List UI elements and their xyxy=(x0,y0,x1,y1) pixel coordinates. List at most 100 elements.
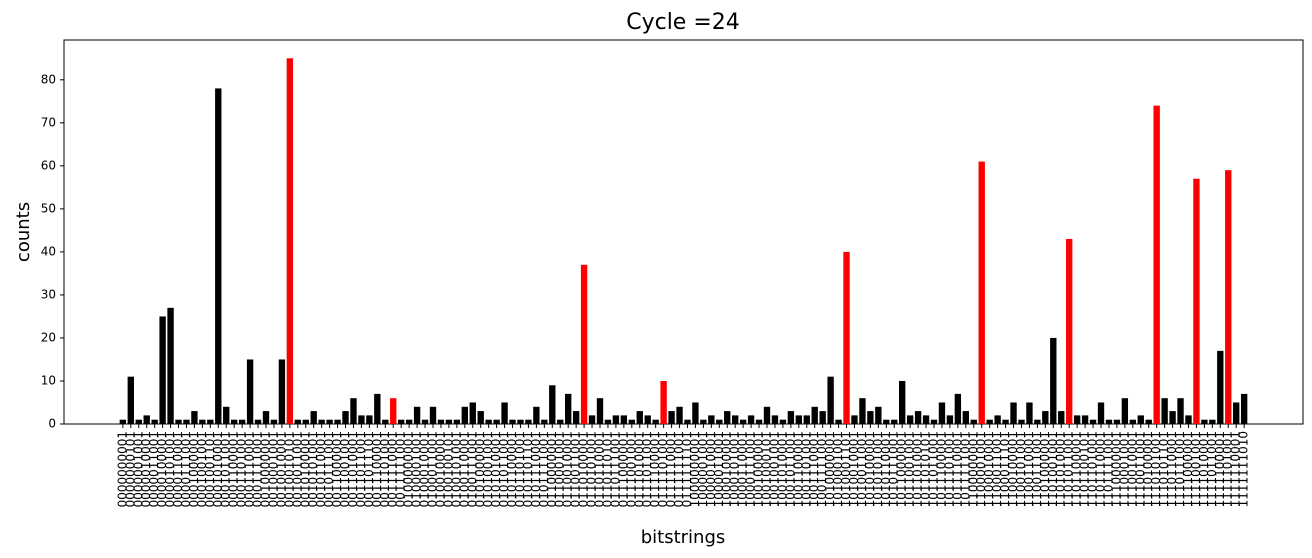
bar xyxy=(604,419,612,424)
bar xyxy=(732,415,739,424)
x-tick-label: 1100011001 xyxy=(990,431,1004,507)
x-tick-label: 1101000001 xyxy=(1038,431,1052,507)
x-tick-label: 1000111001 xyxy=(744,431,758,507)
x-tick-label: 0111111001 xyxy=(672,431,686,507)
x-tick-label: 1010101001 xyxy=(871,431,885,507)
chart-title: Cycle =24 xyxy=(626,10,740,35)
bar xyxy=(223,406,230,424)
x-tick-label: 1001110001 xyxy=(807,431,821,507)
x-tick-label: 1100000001 xyxy=(966,431,980,507)
bar xyxy=(533,406,540,424)
x-tick-label: 1100101001 xyxy=(1014,431,1028,507)
bar xyxy=(922,415,930,424)
bar xyxy=(1193,178,1200,424)
x-tick-label: 0101101101 xyxy=(521,431,535,507)
bar xyxy=(557,419,564,424)
x-tick-label: 0000001001 xyxy=(131,431,145,507)
bar xyxy=(1105,419,1113,424)
x-tick-label: 1111110001 xyxy=(1229,431,1243,507)
bar xyxy=(382,419,389,424)
bar xyxy=(1081,415,1089,424)
bar xyxy=(1209,419,1216,424)
x-tick-label: 1001101001 xyxy=(799,431,813,507)
x-tick-label: 1001000101 xyxy=(760,431,774,507)
bar xyxy=(509,419,516,424)
bar xyxy=(946,415,954,424)
bar xyxy=(525,419,532,424)
x-tick-label: 1011011001 xyxy=(927,431,941,507)
bar xyxy=(390,398,397,424)
x-tick-label: 1100001001 xyxy=(974,431,988,507)
y-tick-label: 70 xyxy=(41,115,56,129)
x-tick-label: 1000110001 xyxy=(736,431,750,507)
x-tick-label: 1100011101 xyxy=(998,431,1012,507)
x-tick-label: 1100110001 xyxy=(1022,431,1036,507)
bar xyxy=(437,419,445,424)
x-tick-label: 0101011001 xyxy=(497,431,511,507)
bar xyxy=(1066,238,1073,424)
bar xyxy=(771,415,779,424)
x-tick-label: 0101000001 xyxy=(473,431,487,507)
x-tick-label: 0001110001 xyxy=(243,431,257,507)
x-tick-label: 0001010001 xyxy=(211,431,225,507)
x-tick-label: 0000110001 xyxy=(171,431,185,507)
bar xyxy=(795,415,802,424)
bar xyxy=(1089,419,1097,424)
x-tick-label: 1101001001 xyxy=(1046,431,1060,507)
bar xyxy=(1217,350,1224,424)
x-tick-label: 1101101001 xyxy=(1086,431,1100,507)
x-tick-label: 0111000001 xyxy=(616,431,630,507)
y-tick-label: 0 xyxy=(48,417,56,431)
x-tick-label: 1010100001 xyxy=(863,431,877,507)
bar xyxy=(119,419,127,424)
x-tick-label: 0100100101 xyxy=(441,431,455,507)
x-tick-label: 1111101001 xyxy=(1221,431,1235,507)
bar xyxy=(413,406,421,424)
bar xyxy=(724,411,731,424)
x-tick-label: 1100100001 xyxy=(1006,431,1020,507)
x-tick-label: 1110110001 xyxy=(1165,431,1179,507)
x-tick-label: 1001011001 xyxy=(783,431,797,507)
bar xyxy=(588,415,596,424)
bar xyxy=(286,58,294,425)
x-tick-label: 1101011001 xyxy=(1062,431,1076,507)
bar xyxy=(358,415,365,424)
bar xyxy=(692,402,699,424)
plot-frame xyxy=(63,39,1304,425)
x-tick-label: 1110000001 xyxy=(1109,431,1123,507)
bar xyxy=(1137,415,1144,424)
x-tick-label: 0010100001 xyxy=(298,431,312,507)
bar xyxy=(859,398,866,424)
x-tick-label: 0100010001 xyxy=(418,431,432,507)
x-tick-label: 0101100001 xyxy=(505,431,519,507)
x-tick-label: 1110101101 xyxy=(1157,431,1171,507)
x-tick-label: 0000000001 xyxy=(115,431,129,507)
bar xyxy=(1058,411,1065,424)
x-tick-label: 0100011001 xyxy=(425,431,439,507)
bar xyxy=(1153,105,1160,424)
bar xyxy=(405,419,413,424)
x-tick-label: 1011000001 xyxy=(895,431,909,507)
x-tick-label: 0001000001 xyxy=(187,431,201,507)
x-tick-label: 0110100001 xyxy=(577,431,591,507)
bar xyxy=(867,411,874,424)
bar xyxy=(938,402,946,424)
bar xyxy=(421,419,429,424)
bar xyxy=(1121,398,1129,424)
bar xyxy=(747,415,755,424)
x-tick-label: 1111010001 xyxy=(1197,431,1211,507)
bar xyxy=(660,380,667,424)
x-tick-label: 0011011101 xyxy=(362,431,376,507)
bar xyxy=(875,406,882,424)
bar xyxy=(1169,411,1176,424)
bar xyxy=(1185,415,1192,424)
x-tick-label: 0110110101 xyxy=(600,431,614,507)
bar xyxy=(207,419,214,424)
bar xyxy=(787,411,795,424)
x-tick-label: 1010000001 xyxy=(823,431,837,507)
bar xyxy=(278,359,286,424)
y-tick-label: 50 xyxy=(41,201,56,215)
x-tick-label: 0011011001 xyxy=(354,431,368,507)
bar xyxy=(477,411,484,424)
